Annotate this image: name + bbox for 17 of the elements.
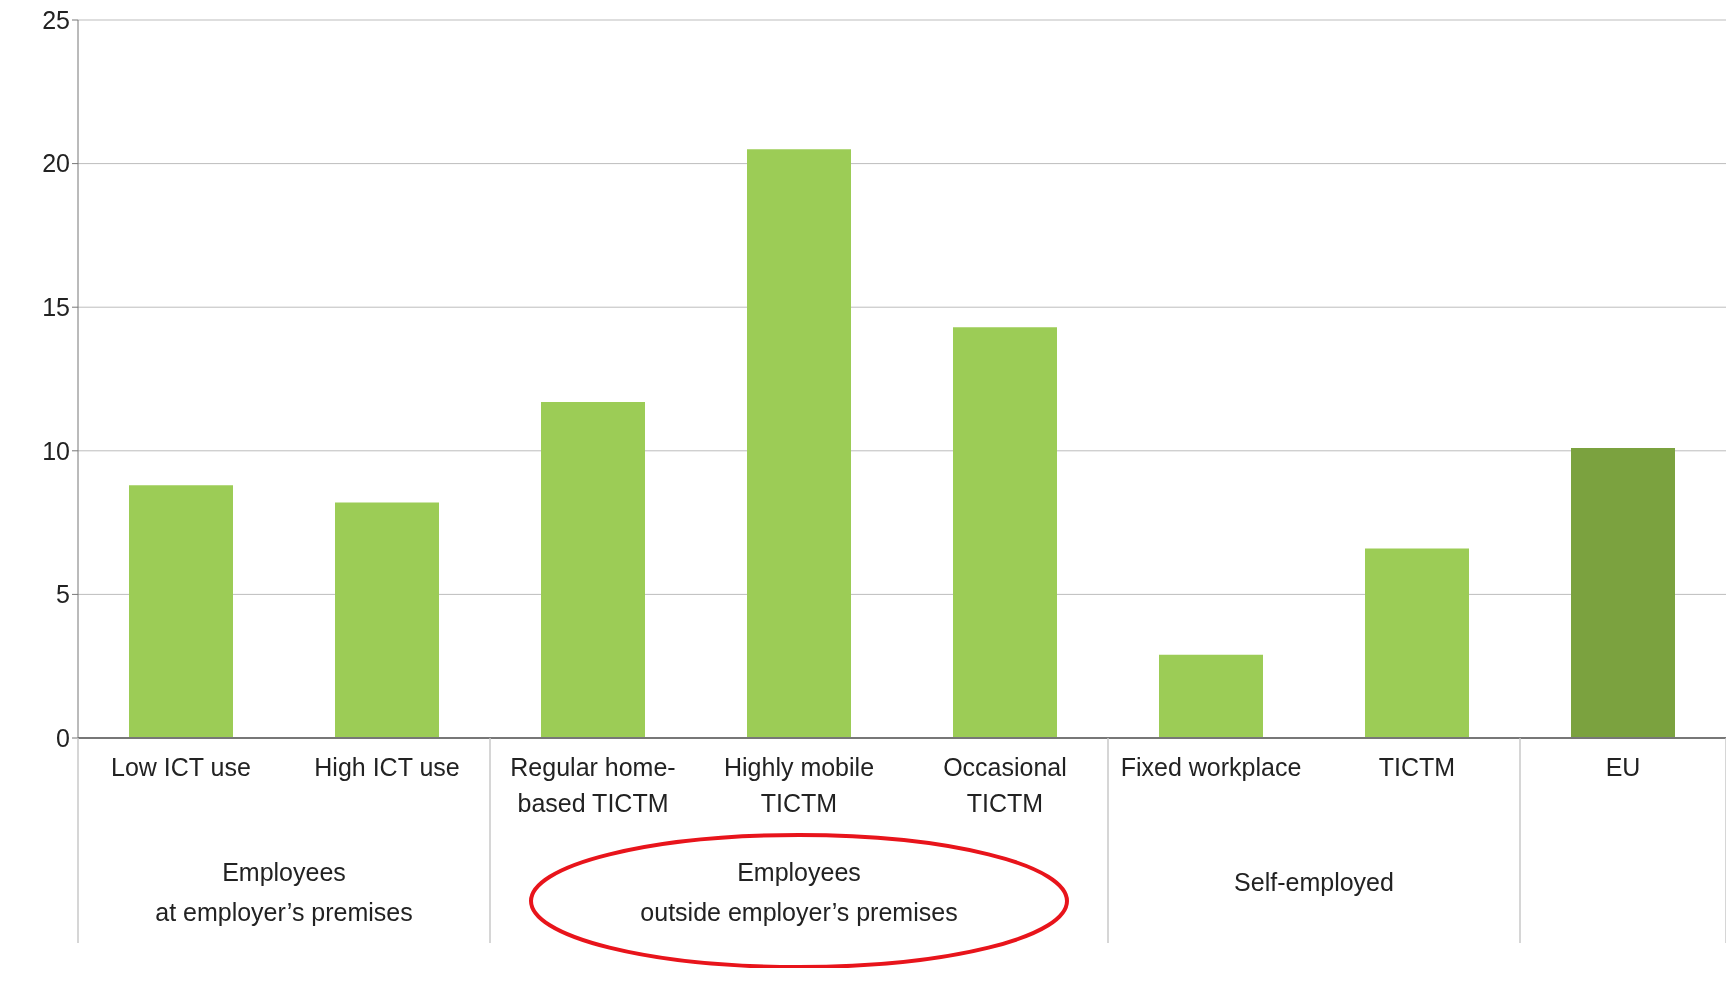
x-tick-label: Regular home-based TICTM: [510, 753, 676, 817]
text: Employees outside employer’s premises: [640, 858, 958, 926]
x-tick-label: High ICT use: [314, 753, 460, 781]
y-tick-label: 20: [42, 149, 70, 178]
x-tick-label: Occasional TICTM: [943, 753, 1067, 817]
x-tick-label: Fixed workplace: [1120, 753, 1302, 781]
y-tick-label: 0: [56, 723, 70, 752]
x-tick-label: TICTM: [1378, 753, 1456, 781]
y-tick-label: 10: [42, 436, 70, 465]
y-tick-label: 15: [42, 293, 70, 322]
text: Employees at employer’s premises: [155, 858, 413, 926]
x-tick-label: Low ICT use: [111, 753, 251, 781]
text: Self-employed: [1234, 868, 1394, 896]
x-tick-label: EU: [1605, 753, 1641, 781]
y-tick-label: 5: [56, 580, 70, 609]
y-tick-label: 25: [42, 5, 70, 34]
x-tick-label: Highly mobile TICTM: [723, 753, 875, 817]
